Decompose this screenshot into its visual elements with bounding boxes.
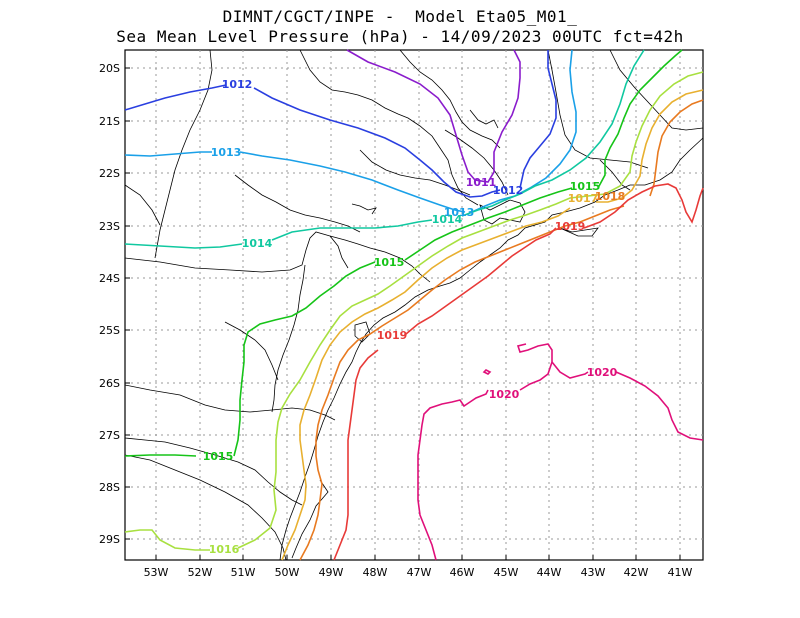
- isobar-label-1013: 1013: [211, 146, 242, 159]
- lat-tick-label: 20S: [99, 62, 120, 75]
- isobar-1013: [124, 151, 212, 157]
- state-border: [124, 384, 336, 421]
- isobar-label-1016: 1016: [209, 543, 240, 556]
- lat-tick-label: 26S: [99, 377, 120, 390]
- isobar-1012: [124, 84, 227, 111]
- lon-tick-label: 41W: [668, 566, 693, 579]
- state-border: [234, 174, 361, 233]
- state-border: [224, 321, 279, 381]
- isobar-label-1015: 1015: [374, 256, 405, 269]
- lon-tick-label: 51W: [231, 566, 256, 579]
- isobar-label-1019: 1019: [377, 329, 408, 342]
- isobar-label-1020: 1020: [587, 366, 618, 379]
- state-border: [299, 49, 479, 206]
- isobar-1011: [346, 49, 521, 183]
- isobar-label-1015: 1015: [570, 180, 601, 193]
- state-border: [599, 159, 631, 191]
- map-title-line1: DIMNT/CGCT/INPE - Model Eta05_M01_: [222, 7, 578, 26]
- lon-tick-label: 46W: [450, 566, 475, 579]
- isobar-1020: [516, 343, 553, 391]
- state-border: [547, 49, 649, 169]
- coast-detail: [291, 479, 329, 559]
- coast-detail: [479, 199, 526, 225]
- isobar-labels: 1011101210121013101310141014101510151015…: [203, 78, 626, 556]
- isobar-label-1019: 1019: [555, 220, 586, 233]
- isobar-label-1015: 1015: [203, 450, 234, 463]
- state-border: [609, 49, 704, 131]
- coast-detail: [354, 321, 371, 343]
- lon-tick-label: 48W: [363, 566, 388, 579]
- lon-tick-label: 52W: [188, 566, 213, 579]
- isobar-1015: [597, 49, 683, 189]
- isobars: [124, 49, 704, 561]
- isobar-1016: [237, 71, 704, 549]
- isobar-1016: [124, 529, 210, 551]
- lat-tick-label: 28S: [99, 481, 120, 494]
- lat-tick-label: 22S: [99, 167, 120, 180]
- isobar-1018: [299, 205, 625, 561]
- isobar-1017: [281, 207, 571, 561]
- isobar-1015: [124, 454, 197, 457]
- state-border: [469, 109, 499, 129]
- isobar-1014: [124, 243, 243, 249]
- state-border: [154, 49, 213, 259]
- lon-tick-label: 43W: [581, 566, 606, 579]
- lon-tick-label: 45W: [494, 566, 519, 579]
- isobar-label-1013: 1013: [444, 206, 475, 219]
- isobar-label-1011: 1011: [466, 176, 497, 189]
- lat-tick-label: 25S: [99, 324, 120, 337]
- isobar-label-1018: 1018: [595, 190, 626, 203]
- isobar-1013: [471, 49, 577, 213]
- state-border: [329, 235, 349, 269]
- isobar-1014: [461, 49, 645, 217]
- state-border: [399, 49, 501, 149]
- isobar-1020: [615, 371, 704, 441]
- lon-tick-label: 50W: [275, 566, 300, 579]
- isobar-1020: [551, 361, 589, 379]
- isobar-1015: [404, 187, 573, 261]
- isobar-1019: [583, 183, 704, 229]
- isobar-1012: [519, 50, 557, 189]
- isobar-1017: [596, 89, 704, 203]
- lat-tick-label: 29S: [99, 533, 120, 546]
- lat-tick-label: 27S: [99, 429, 120, 442]
- isobar-1020: [482, 369, 492, 375]
- isobar-1018: [649, 99, 704, 197]
- isobar-label-1014: 1014: [242, 237, 273, 250]
- state-border: [359, 149, 471, 196]
- state-border: [124, 437, 303, 506]
- state-border: [444, 129, 509, 196]
- lon-tick-label: 49W: [319, 566, 344, 579]
- lon-tick-label: 44W: [537, 566, 562, 579]
- state-border: [124, 231, 431, 283]
- isobar-1019: [405, 227, 557, 335]
- map-title-line2: Sea Mean Level Pressure (hPa) - 14/09/20…: [116, 27, 684, 46]
- isobar-1019: [333, 349, 379, 561]
- isobar-label-1017: 1017: [568, 192, 599, 205]
- lat-tick-label: 24S: [99, 272, 120, 285]
- lon-tick-label: 53W: [144, 566, 169, 579]
- lon-tick-label: 47W: [407, 566, 432, 579]
- lat-tick-label: 21S: [99, 115, 120, 128]
- lon-tick-label: 42W: [624, 566, 649, 579]
- lat-tick-label: 23S: [99, 220, 120, 233]
- state-border: [124, 184, 161, 226]
- axis-ticks: 20S 21S 22S 23S 24S 25S 26S 27S 28S 29S 53W 52W 51W 5…: [99, 62, 693, 579]
- isobar-1015: [233, 261, 376, 457]
- state-border: [351, 203, 377, 215]
- state-border: [124, 454, 287, 561]
- isobar-1013: [239, 151, 466, 213]
- isobar-label-1012: 1012: [493, 184, 524, 197]
- state-border: [271, 264, 306, 413]
- isobar-1014: [271, 219, 433, 241]
- isobar-1012: [253, 87, 501, 198]
- isobar-label-1012: 1012: [222, 78, 253, 91]
- isobar-1020: [417, 389, 489, 561]
- isobar-label-1014: 1014: [432, 213, 463, 226]
- coast-detail: [559, 227, 599, 237]
- isobar-label-1020: 1020: [489, 388, 520, 401]
